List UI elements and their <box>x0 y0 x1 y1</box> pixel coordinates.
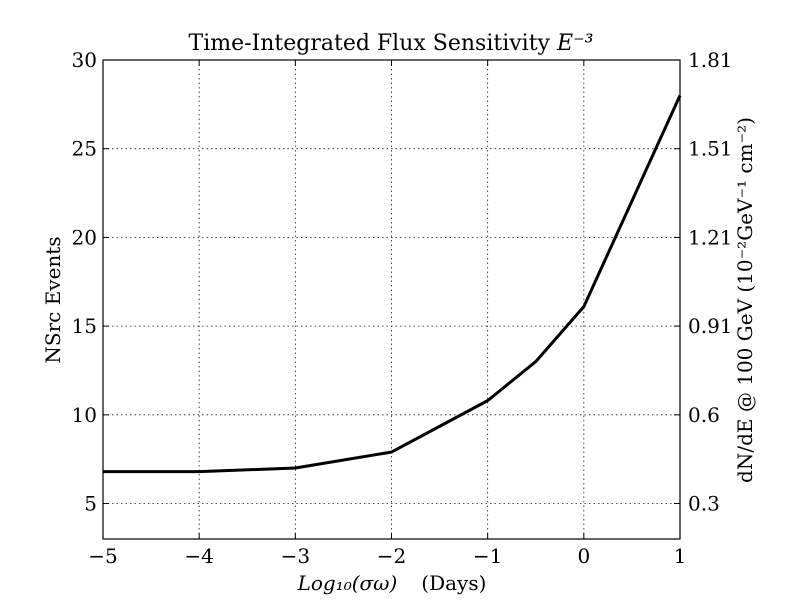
y-right-tick-label: 1.21 <box>688 225 733 249</box>
x-tick-labels: −5 −4 −3 −2 −1 0 1 <box>88 544 686 568</box>
y-tick-labels: 5 10 15 20 25 30 <box>72 48 97 516</box>
y-right-tick-label: 0.6 <box>688 403 720 427</box>
x-tick-label: −4 <box>184 544 213 568</box>
x-tick-label: −3 <box>281 544 310 568</box>
x-tick-label: −2 <box>377 544 406 568</box>
y-right-tick-label: 0.91 <box>688 314 733 338</box>
y-tick-label: 10 <box>72 403 97 427</box>
y-tick-label: 20 <box>72 225 97 249</box>
grid-lines <box>103 60 680 539</box>
x-tick-label: −1 <box>473 544 502 568</box>
x-tick-label: 1 <box>674 544 687 568</box>
y-tick-label: 5 <box>84 492 97 516</box>
series-line <box>103 94 682 474</box>
y-right-axis-label: dN/dE @ 100 GeV (10⁻²GeV⁻¹ cm⁻²) <box>733 117 757 483</box>
y-tick-label: 30 <box>72 48 97 72</box>
y-right-tick-label: 1.81 <box>688 48 733 72</box>
chart-title-energy: E⁻³ <box>556 31 594 56</box>
y-right-tick-labels: 0.3 0.6 0.91 1.21 1.51 1.81 <box>688 48 733 516</box>
x-axis-label-main: Log₁₀(σω) <box>297 571 398 595</box>
y-right-tick-label: 1.51 <box>688 137 733 161</box>
x-axis-label: Log₁₀(σω) (Days) <box>297 571 487 595</box>
x-tick-label: 0 <box>577 544 590 568</box>
chart-title: Time-Integrated Flux Sensitivity E⁻³ <box>189 31 594 56</box>
axis-ticks <box>102 59 681 539</box>
y-tick-label: 25 <box>72 137 97 161</box>
series-layer <box>103 94 682 474</box>
chart-title-text: Time-Integrated Flux Sensitivity <box>189 31 551 56</box>
x-axis-label-unit: (Days) <box>421 571 486 595</box>
y-axis-label: NSrc Events <box>41 236 65 363</box>
y-tick-label: 15 <box>72 314 97 338</box>
x-tick-label: −5 <box>88 544 117 568</box>
y-right-tick-label: 0.3 <box>688 492 720 516</box>
